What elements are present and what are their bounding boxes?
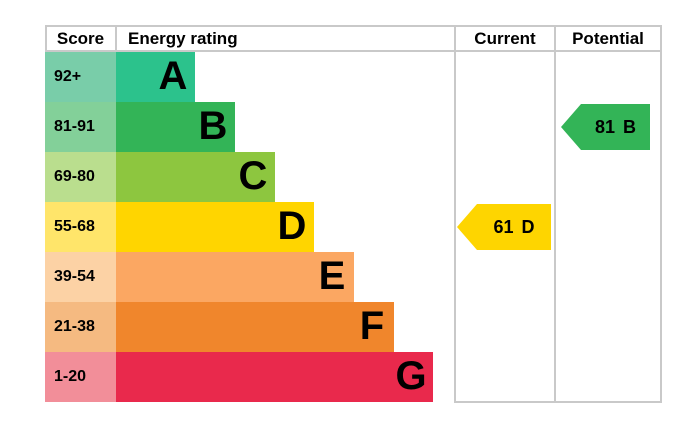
- score-range-b: 81-91: [45, 102, 116, 152]
- potential-band-letter: B: [623, 116, 637, 137]
- current-column-header: Current: [474, 29, 536, 48]
- band-letter-g: G: [395, 354, 427, 398]
- grid-line-left: [45, 25, 47, 52]
- score-range-d: 55-68: [45, 202, 116, 252]
- rating-bar-f: F: [116, 302, 394, 352]
- grid-line-top: [45, 25, 662, 27]
- rating-bar-b: B: [116, 102, 235, 152]
- band-row-e: 39-54 E: [45, 252, 661, 302]
- band-letter-f: F: [359, 304, 385, 348]
- band-letter-c: C: [238, 154, 268, 198]
- rating-bar-g: G: [116, 352, 433, 402]
- score-range-g: 1-20: [45, 352, 116, 402]
- current-rating-marker: 61 D: [455, 202, 555, 252]
- rating-bar-c: C: [116, 152, 275, 202]
- grid-line-right: [660, 25, 662, 403]
- energy-rating-column-header: Energy rating: [128, 29, 238, 48]
- left-arrow-icon: [561, 104, 650, 150]
- rating-bar-a: A: [116, 52, 195, 102]
- current-band-letter: D: [521, 216, 535, 237]
- grid-line-current-left: [454, 25, 456, 403]
- potential-rating-marker: 81 B: [555, 102, 661, 152]
- current-rating-label: 61 D: [477, 202, 551, 252]
- band-letter-d: D: [277, 204, 307, 248]
- current-score-value: 61: [493, 216, 514, 237]
- score-column-header: Score: [56, 29, 105, 48]
- potential-score-value: 81: [594, 116, 616, 137]
- band-row-f: 21-38 F: [45, 302, 661, 352]
- band-letter-e: E: [318, 254, 346, 298]
- band-letter-b: B: [198, 104, 228, 148]
- grid-line-bottom: [454, 401, 662, 403]
- band-letter-a: A: [158, 54, 188, 98]
- score-range-f: 21-38: [45, 302, 116, 352]
- band-row-a: 92+ A: [45, 52, 661, 102]
- grid-line-score-divider: [115, 25, 117, 52]
- grid-line-header-bottom: [45, 50, 662, 52]
- rating-bar-e: E: [116, 252, 354, 302]
- potential-column-header: Potential: [572, 29, 644, 48]
- band-row-b: 81-91 B: [45, 102, 661, 152]
- band-row-g: 1-20 G: [45, 352, 661, 402]
- rating-bar-d: D: [116, 202, 314, 252]
- grid-line-current-potential-divider: [554, 25, 556, 403]
- score-range-e: 39-54: [45, 252, 116, 302]
- left-arrow-icon: [457, 204, 551, 250]
- score-range-a: 92+: [45, 52, 116, 102]
- score-range-c: 69-80: [45, 152, 116, 202]
- band-row-c: 69-80 C: [45, 152, 661, 202]
- band-row-d: 55-68 D: [45, 202, 661, 252]
- potential-rating-label: 81 B: [581, 102, 650, 152]
